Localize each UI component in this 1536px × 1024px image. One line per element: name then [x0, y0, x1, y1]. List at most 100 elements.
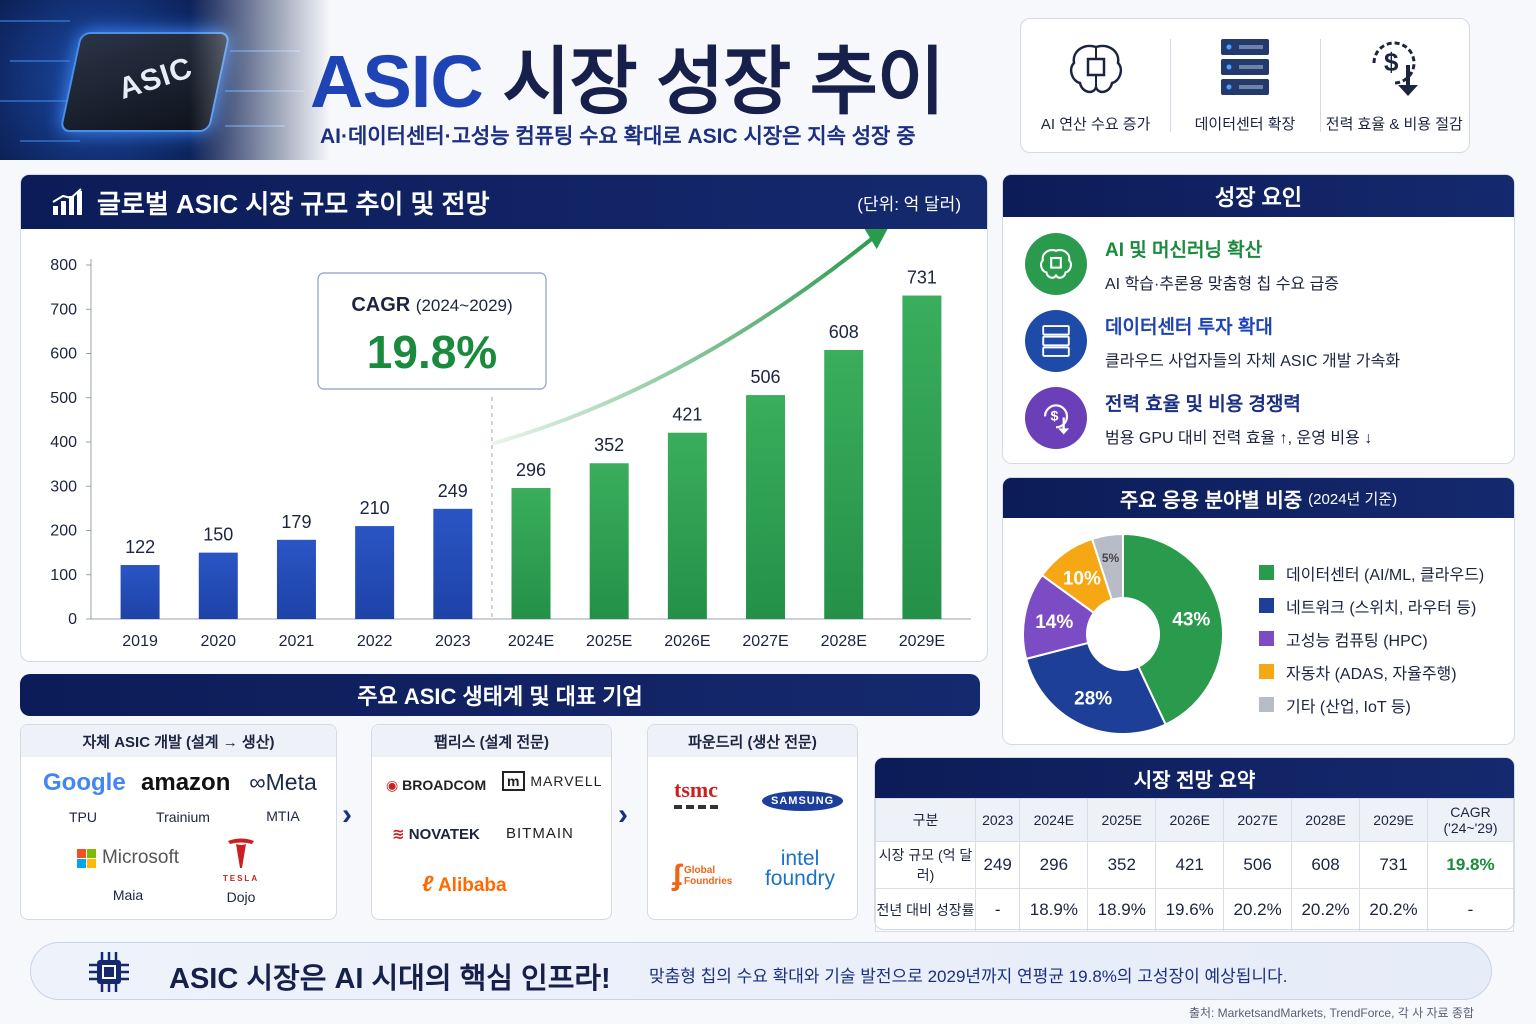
table-row: 전년 대비 성장률 - 18.9% 18.9% 19.6% 20.2% 20.2… [875, 888, 1514, 932]
meta-logo: ∞Meta [249, 769, 317, 795]
x-tick-label: 2023 [435, 633, 471, 650]
factor-title: AI 및 머신러닝 확산 [1105, 239, 1263, 261]
eco-group-title: 파운드리 (생산 전문) [648, 725, 857, 757]
market-summary-panel: 시장 전망 요약 구분 2023 2024E 2025E 2026E 2027E… [874, 757, 1515, 932]
summary-header: 시장 전망 요약 [875, 758, 1514, 798]
bar-value-label: 506 [751, 367, 781, 387]
table-header-cell: 2024E [1019, 798, 1089, 842]
table-header-cell: 2026E [1155, 798, 1225, 842]
forecast-bar [511, 488, 551, 619]
server-icon [1220, 39, 1269, 95]
dollar-down-icon: $ [1025, 387, 1087, 449]
page-title-accent: ASIC [310, 40, 484, 123]
table-header-cell: 2023 [974, 798, 1021, 842]
marvell-logo: MARVELL [530, 773, 603, 789]
company-tsmc: tsmc [674, 777, 718, 809]
table-header-row: 구분 2023 2024E 2025E 2026E 2027E 2028E 20… [875, 798, 1514, 842]
legend-item: 네트워크 (스위치, 라우터 등) [1259, 589, 1484, 622]
actual-bar [120, 565, 160, 619]
donut-chart: 43% 28% 14% 10%5% [1022, 532, 1224, 735]
x-tick-label: 2019 [122, 633, 158, 650]
bar-value-label: 249 [438, 481, 468, 501]
x-tick-label: 2027E [742, 633, 788, 650]
novatek-logo: NOVATEK [408, 826, 480, 843]
company-caption: Trainium [156, 809, 210, 825]
driver-ai-demand: AI 연산 수요 증가 [1021, 19, 1170, 152]
pie-slice-label: 28% [1074, 688, 1112, 709]
driver-label: 데이터센터 확장 [1194, 116, 1296, 133]
page-subtitle: AI·데이터센터·고성능 컴퓨팅 수요 확대로 ASIC 시장은 지속 성장 중 [320, 125, 916, 148]
company-globalfoundries: ʄ Global Foundries [672, 859, 734, 893]
factor-title: 데이터센터 투자 확대 [1105, 316, 1273, 338]
actual-bar [276, 539, 316, 619]
company-meta: ∞Meta MTIA [239, 769, 327, 824]
company-alibaba: ℓ Alibaba [422, 871, 507, 897]
cagr-period: (2024~2029) [416, 296, 513, 315]
y-tick-label: 700 [50, 301, 77, 318]
table-header-cell: 2029E [1359, 798, 1428, 842]
table-cell: 19.8% [1427, 841, 1514, 889]
globalfoundries-logo: Global Foundries [684, 865, 733, 887]
alibaba-logo: Alibaba [437, 875, 507, 896]
chart-title: 글로벌 ASIC 시장 규모 추이 및 전망 [97, 188, 490, 219]
table-cell: 20.2% [1359, 888, 1428, 932]
page-title: ASIC 시장 성장 추이 [310, 22, 945, 129]
legend-item: 고성능 컴퓨팅 (HPC) [1259, 622, 1484, 655]
y-tick-label: 200 [50, 523, 77, 540]
cagr-label: CAGR (2024~2029) [351, 294, 512, 316]
svg-text:$: $ [1384, 47, 1399, 77]
pie-slice [1122, 532, 1224, 726]
actual-bar [355, 526, 395, 619]
company-caption: MTIA [266, 808, 300, 824]
bar-chart: 0 100 200 300 400 500 600 700 800 122 2019 150 2020 1… [50, 229, 971, 650]
table-cell: - [974, 888, 1021, 932]
company-intel: intel foundry [764, 848, 836, 889]
factor-desc: 범용 GPU 대비 전력 효율 ↑, 운영 비용 ↓ [1105, 429, 1373, 447]
table-cell: 731 [1359, 841, 1428, 889]
bar-value-label: 122 [125, 537, 155, 557]
growth-trend-arrow [491, 231, 880, 446]
factor-desc: AI 학습·추론용 맞춤형 칩 수요 급증 [1105, 275, 1340, 293]
ai-brain-icon [1069, 44, 1122, 94]
legend-label: 네트워크 (스위치, 라우터 등) [1286, 599, 1477, 617]
key-drivers-box: AI 연산 수요 증가 데이터센터 확장 $ 전력 효율 & 비용 절감 [1020, 18, 1470, 153]
pie-subtitle: (2024년 기준) [1308, 490, 1398, 508]
factor-title: 전력 효율 및 비용 경쟁력 [1105, 393, 1301, 415]
forecast-bar [746, 395, 786, 619]
x-tick-label: 2025E [586, 633, 632, 650]
legend-label: 기타 (산업, IoT 등) [1286, 698, 1411, 716]
y-tick-label: 800 [50, 257, 77, 274]
pie-slice [1090, 532, 1124, 602]
table-cell: 전년 대비 성장률 [875, 888, 976, 932]
company-bitmain: BITMAIN [506, 825, 574, 842]
legend-item: 자동차 (ADAS, 자율주행) [1259, 655, 1484, 688]
arrow-head-icon [864, 229, 888, 250]
y-tick-label: 600 [50, 346, 77, 363]
forecast-bar [667, 432, 707, 619]
alibaba-logo-icon: ℓ [422, 871, 434, 896]
broadcom-logo: BROADCOM [402, 777, 487, 793]
pie-slice-label: 43% [1172, 610, 1210, 631]
pie-legend: 데이터센터 (AI/ML, 클라우드) 네트워크 (스위치, 라우터 등) 고성능 … [1259, 556, 1484, 721]
table-header-cell: 구분 [875, 798, 976, 842]
table-header-cell: 2028E [1291, 798, 1360, 842]
company-broadcom: ◉ BROADCOM [386, 777, 486, 794]
ecosystem-header: 주요 ASIC 생태계 및 대표 기업 [20, 674, 980, 716]
company-caption: Maia [112, 887, 144, 903]
cagr-value: 19.8% [367, 326, 497, 378]
eco-group-foundry: 파운드리 (생산 전문) tsmc SAMSUNG ʄ Global Found… [647, 724, 858, 920]
bitmain-logo: BITMAIN [506, 825, 574, 842]
broadcom-logo-icon: ◉ [386, 777, 399, 793]
growth-factors-header: 성장 요인 [1003, 175, 1514, 217]
conclusion-banner: ASIC 시장은 AI 시대의 핵심 인프라! 맞춤형 칩의 수요 확대와 기술… [30, 942, 1492, 1000]
actual-bar [433, 508, 473, 619]
server-icon [1025, 310, 1087, 372]
driver-efficiency: $ 전력 효율 & 비용 절감 [1319, 19, 1469, 152]
chevron-right-icon: › [618, 798, 628, 831]
bar-value-label: 296 [516, 460, 546, 480]
ai-brain-icon [1025, 233, 1087, 295]
source-note: 출처: MarketsandMarkets, TrendForce, 각 사 자… [1188, 1006, 1474, 1020]
banner-description: 맞춤형 칩의 수요 확대와 기술 발전으로 2029년까지 연평균 19.8%의… [649, 967, 1288, 986]
bar-value-label: 352 [594, 435, 624, 455]
table-header-cell: 2025E [1087, 798, 1157, 842]
